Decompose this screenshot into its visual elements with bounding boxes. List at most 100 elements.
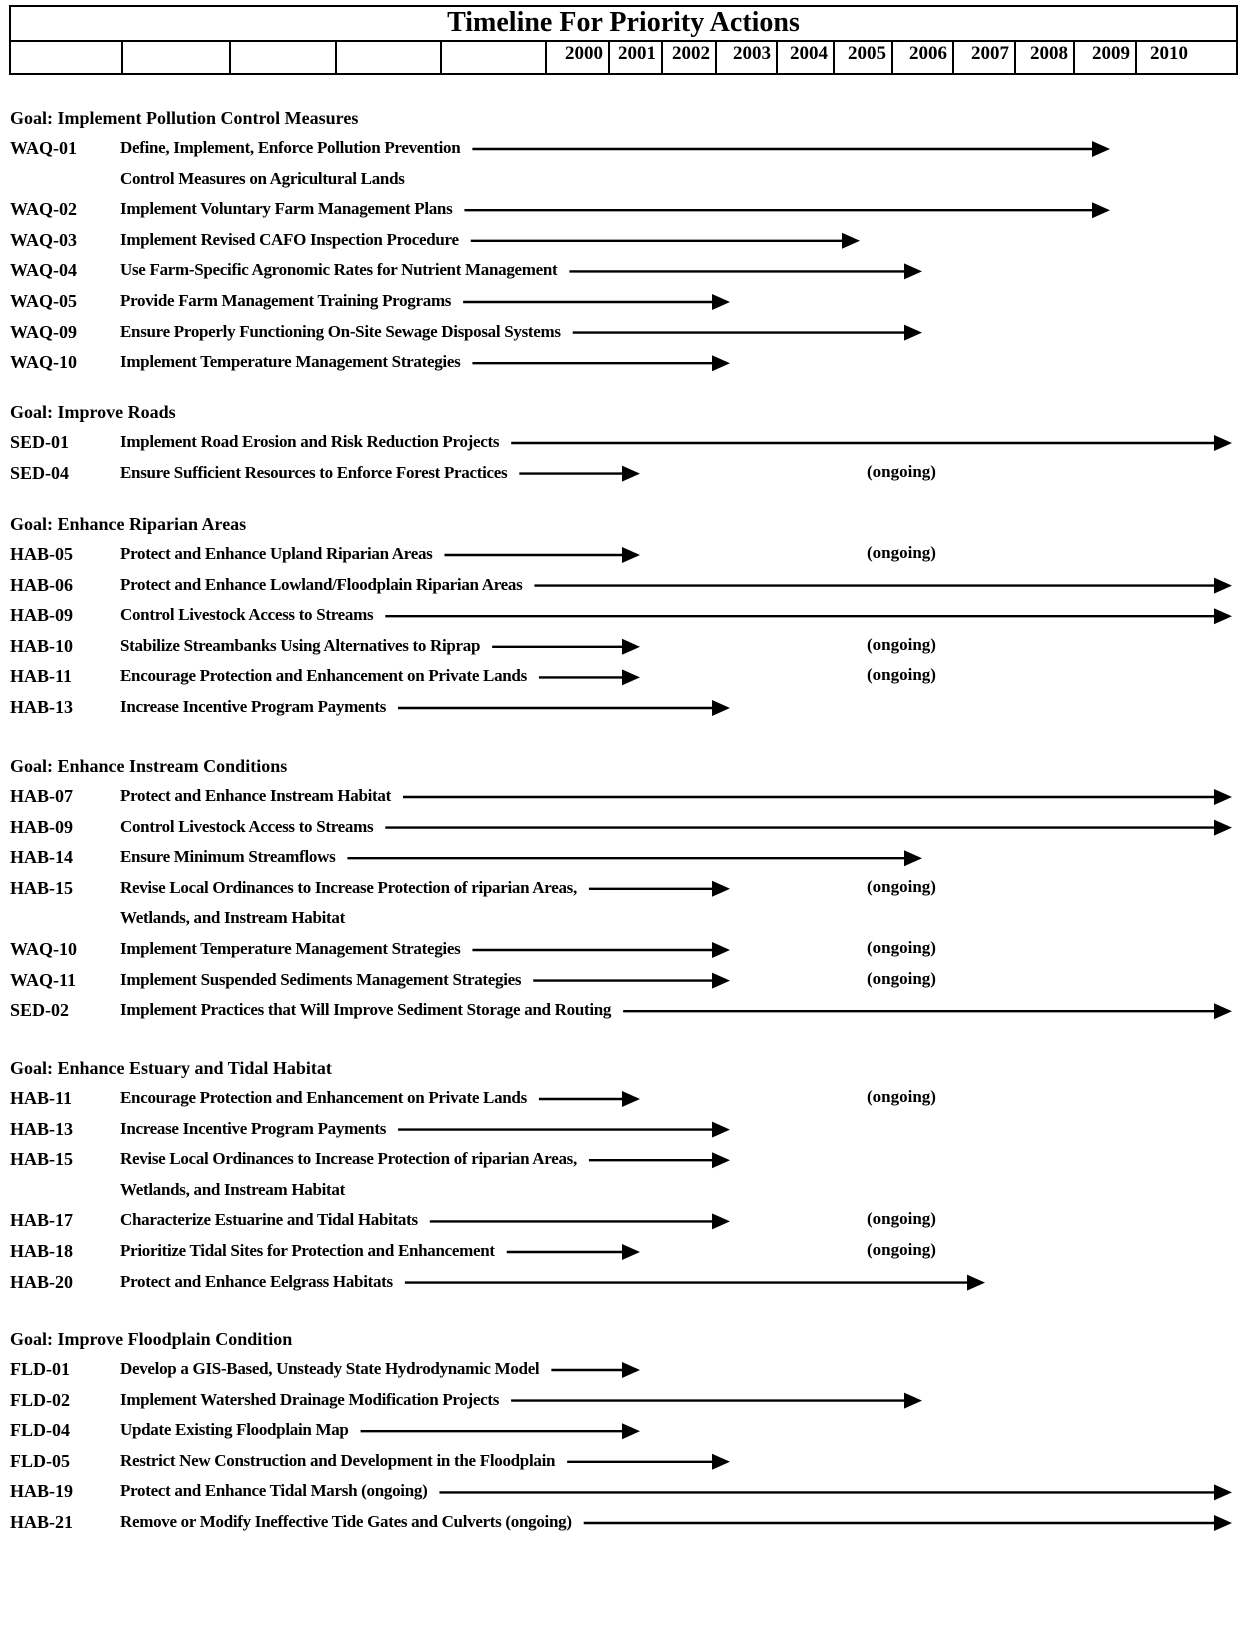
action-description: Ensure Properly Functioning On-Site Sewa… bbox=[120, 321, 561, 341]
goal-heading: Goal: Improve Floodplain Condition bbox=[10, 1329, 293, 1349]
timeline-arrow-head bbox=[967, 1274, 985, 1291]
year-cell bbox=[661, 40, 715, 75]
action-description: Ensure Minimum Streamflows bbox=[120, 847, 336, 867]
year-cell bbox=[1014, 40, 1073, 75]
timeline-arrow-head bbox=[712, 880, 730, 897]
year-label: 2007 bbox=[971, 43, 1009, 64]
timeline-arrow-head bbox=[1214, 608, 1232, 625]
action-description: Protect and Enhance Upland Riparian Area… bbox=[120, 544, 433, 563]
ongoing-label: (ongoing) bbox=[867, 968, 936, 988]
action-description: Protect and Enhance Eelgrass Habitats bbox=[120, 1271, 393, 1291]
year-cell bbox=[833, 40, 891, 75]
timeline-arrow-head bbox=[712, 972, 730, 989]
action-code: HAB-13 bbox=[10, 697, 73, 717]
header-cell bbox=[335, 40, 337, 75]
year-label: 2000 bbox=[565, 43, 603, 64]
action-description: Protect and Enhance Instream Habitat bbox=[120, 786, 391, 805]
timeline-arrow-head bbox=[1214, 1515, 1232, 1531]
year-cell bbox=[952, 40, 1014, 75]
ongoing-label: (ongoing) bbox=[867, 938, 936, 957]
action-description-continued: Control Measures on Agricultural Lands bbox=[120, 168, 405, 188]
action-code: WAQ-05 bbox=[10, 291, 77, 311]
action-description: Protect and Enhance Tidal Marsh (ongoing… bbox=[120, 1481, 428, 1501]
year-cell bbox=[1073, 40, 1135, 75]
timeline-arrow-head bbox=[712, 1152, 730, 1169]
timeline-arrow-head bbox=[622, 547, 640, 563]
action-code: HAB-21 bbox=[10, 1512, 73, 1532]
action-code: HAB-10 bbox=[10, 635, 73, 656]
year-cell bbox=[608, 40, 661, 75]
header-cell bbox=[121, 40, 123, 75]
year-label: 2008 bbox=[1030, 43, 1068, 64]
year-label: 2004 bbox=[790, 43, 828, 64]
action-description: Update Existing Floodplain Map bbox=[120, 1420, 349, 1440]
ongoing-label: (ongoing) bbox=[867, 461, 936, 481]
action-description: Implement Road Erosion and Risk Reductio… bbox=[120, 432, 500, 451]
goal-heading: Goal: Improve Roads bbox=[10, 402, 176, 422]
action-code: HAB-09 bbox=[10, 816, 73, 837]
action-code: WAQ-02 bbox=[10, 199, 77, 220]
timeline-arrow-head bbox=[904, 850, 922, 867]
action-code: HAB-20 bbox=[10, 1271, 73, 1292]
action-code: HAB-13 bbox=[10, 1118, 73, 1139]
timeline-arrow-head bbox=[1092, 202, 1110, 219]
timeline-header: Timeline For Priority Actions 2000 2001 20… bbox=[9, 5, 1238, 75]
action-description: Ensure Sufficient Resources to Enforce F… bbox=[120, 462, 508, 482]
action-code: WAQ-11 bbox=[10, 969, 77, 990]
goal-heading: Goal: Implement Pollution Control Measur… bbox=[10, 108, 359, 128]
timeline-arrow-head bbox=[1214, 435, 1232, 451]
action-code: WAQ-10 bbox=[10, 352, 77, 373]
timeline-arrow-head bbox=[622, 669, 640, 686]
year-cell bbox=[545, 40, 608, 75]
action-description: Revise Local Ordinances to Increase Prot… bbox=[120, 1149, 577, 1169]
action-description: Increase Incentive Program Payments bbox=[120, 697, 387, 716]
action-description: Provide Farm Management Training Program… bbox=[120, 291, 452, 310]
ongoing-label: (ongoing) bbox=[867, 665, 936, 685]
timeline-arrow-head bbox=[622, 1244, 640, 1260]
action-description: Revise Local Ordinances to Increase Prot… bbox=[120, 877, 577, 897]
ongoing-label: (ongoing) bbox=[867, 1209, 936, 1229]
action-description: Encourage Protection and Enhancement on … bbox=[120, 1088, 527, 1107]
action-description: Stabilize Streambanks Using Alternatives… bbox=[120, 635, 481, 655]
action-description: Restrict New Construction and Developmen… bbox=[120, 1450, 556, 1470]
header-cell bbox=[440, 40, 442, 75]
action-description-continued: Wetlands, and Instream Habitat bbox=[120, 1179, 345, 1199]
timeline-arrow-head bbox=[904, 263, 922, 280]
action-code: WAQ-03 bbox=[10, 229, 77, 250]
ongoing-label: (ongoing) bbox=[867, 1240, 936, 1259]
timeline-arrow-head bbox=[1214, 577, 1232, 594]
action-description: Increase Incentive Program Payments bbox=[120, 1118, 387, 1138]
action-code: FLD-05 bbox=[10, 1450, 70, 1471]
action-code: SED-02 bbox=[10, 1000, 70, 1021]
ongoing-label: (ongoing) bbox=[867, 543, 936, 562]
timeline-arrow-head bbox=[622, 1091, 640, 1107]
year-label: 2009 bbox=[1092, 43, 1130, 64]
action-description: Use Farm-Specific Agronomic Rates for Nu… bbox=[120, 260, 558, 280]
action-description: Control Livestock Access to Streams bbox=[120, 605, 374, 625]
action-description: Develop a GIS-Based, Unsteady State Hydr… bbox=[120, 1359, 540, 1378]
timeline-arrow-head bbox=[712, 1453, 730, 1470]
action-code: HAB-14 bbox=[10, 847, 73, 868]
timeline-arrow-head bbox=[1214, 1003, 1232, 1020]
action-code: WAQ-01 bbox=[10, 138, 77, 158]
year-label: 2001 bbox=[618, 43, 656, 64]
year-cell bbox=[715, 40, 776, 75]
action-code: HAB-17 bbox=[10, 1210, 73, 1231]
action-code: FLD-01 bbox=[10, 1359, 70, 1379]
year-cell bbox=[1135, 40, 1193, 75]
timeline-arrow-head bbox=[904, 324, 922, 341]
timeline-arrow-head bbox=[1214, 1484, 1232, 1501]
year-label: 2005 bbox=[848, 43, 886, 64]
year-label: 2003 bbox=[733, 43, 771, 64]
goal-heading: Goal: Enhance Instream Conditions bbox=[10, 756, 288, 776]
action-description: Characterize Estuarine and Tidal Habitat… bbox=[120, 1210, 418, 1230]
action-description: Implement Voluntary Farm Management Plan… bbox=[120, 199, 453, 219]
action-code: HAB-18 bbox=[10, 1241, 73, 1261]
timeline-arrow-head bbox=[712, 942, 730, 958]
action-description: Prioritize Tidal Sites for Protection an… bbox=[120, 1241, 495, 1260]
timeline-arrow-head bbox=[904, 1392, 922, 1409]
action-description: Remove or Modify Ineffective Tide Gates … bbox=[120, 1512, 572, 1531]
page-title: Timeline For Priority Actions bbox=[447, 7, 800, 38]
action-code: HAB-05 bbox=[10, 544, 73, 564]
